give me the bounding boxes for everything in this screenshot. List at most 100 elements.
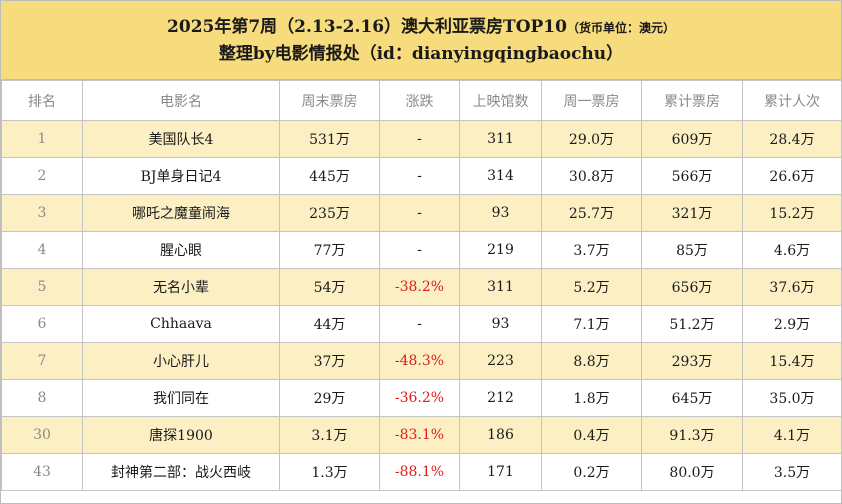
cell-total-gross: 656万 xyxy=(641,268,743,306)
cell-admissions: 2.9万 xyxy=(742,305,842,343)
cell-admissions: 26.6万 xyxy=(742,157,842,195)
cell-rank: 1 xyxy=(1,120,83,158)
cell-film: 封神第二部：战火西岐 xyxy=(82,453,280,491)
cell-rank: 8 xyxy=(1,379,83,417)
header-rank: 排名 xyxy=(1,80,83,121)
cell-monday-gross: 29.0万 xyxy=(541,120,642,158)
cell-admissions: 3.5万 xyxy=(742,453,842,491)
cell-total-gross: 321万 xyxy=(641,194,743,232)
header-screens: 上映馆数 xyxy=(459,80,542,121)
title-line-2: 整理by电影情报处（id：dianyingqingbaochu） xyxy=(218,43,624,64)
table-row: 6 Chhaava 44万 - 93 7.1万 51.2万 2.9万 xyxy=(1,305,842,343)
cell-change: -36.2% xyxy=(379,379,460,417)
cell-admissions: 15.4万 xyxy=(742,342,842,380)
table-row: 1 美国队长4 531万 - 311 29.0万 609万 28.4万 xyxy=(1,120,842,158)
cell-screens: 93 xyxy=(459,305,542,343)
cell-monday-gross: 5.2万 xyxy=(541,268,642,306)
cell-screens: 186 xyxy=(459,416,542,454)
cell-total-gross: 645万 xyxy=(641,379,743,417)
cell-screens: 212 xyxy=(459,379,542,417)
cell-rank: 4 xyxy=(1,231,83,269)
header-change: 涨跌 xyxy=(379,80,460,121)
cell-weekend-gross: 531万 xyxy=(279,120,380,158)
cell-film: 美国队长4 xyxy=(82,120,280,158)
table-row: 3 哪吒之魔童闹海 235万 - 93 25.7万 321万 15.2万 xyxy=(1,194,842,232)
cell-admissions: 4.6万 xyxy=(742,231,842,269)
cell-weekend-gross: 445万 xyxy=(279,157,380,195)
cell-change: - xyxy=(379,231,460,269)
cell-film: 无名小辈 xyxy=(82,268,280,306)
cell-weekend-gross: 37万 xyxy=(279,342,380,380)
header-monday-gross: 周一票房 xyxy=(541,80,642,121)
table-row: 5 无名小辈 54万 -38.2% 311 5.2万 656万 37.6万 xyxy=(1,268,842,306)
cell-monday-gross: 1.8万 xyxy=(541,379,642,417)
cell-admissions: 37.6万 xyxy=(742,268,842,306)
cell-monday-gross: 25.7万 xyxy=(541,194,642,232)
cell-monday-gross: 7.1万 xyxy=(541,305,642,343)
header-film: 电影名 xyxy=(82,80,280,121)
cell-total-gross: 80.0万 xyxy=(641,453,743,491)
cell-film: 腥心眼 xyxy=(82,231,280,269)
table-row: 4 腥心眼 77万 - 219 3.7万 85万 4.6万 xyxy=(1,231,842,269)
cell-monday-gross: 3.7万 xyxy=(541,231,642,269)
header-weekend-gross: 周末票房 xyxy=(279,80,380,121)
cell-weekend-gross: 54万 xyxy=(279,268,380,306)
cell-change: - xyxy=(379,120,460,158)
cell-weekend-gross: 29万 xyxy=(279,379,380,417)
page-title: 2025年第7周（2.13-2.16）澳大利亚票房TOP10 xyxy=(167,16,567,37)
cell-monday-gross: 0.4万 xyxy=(541,416,642,454)
table-row: 8 我们同在 29万 -36.2% 212 1.8万 645万 35.0万 xyxy=(1,379,842,417)
cell-screens: 219 xyxy=(459,231,542,269)
cell-weekend-gross: 235万 xyxy=(279,194,380,232)
cell-screens: 311 xyxy=(459,120,542,158)
cell-admissions: 28.4万 xyxy=(742,120,842,158)
cell-total-gross: 609万 xyxy=(641,120,743,158)
cell-change: -83.1% xyxy=(379,416,460,454)
table-row: 7 小心肝儿 37万 -48.3% 223 8.8万 293万 15.4万 xyxy=(1,342,842,380)
cell-total-gross: 85万 xyxy=(641,231,743,269)
cell-film: 小心肝儿 xyxy=(82,342,280,380)
cell-change: -88.1% xyxy=(379,453,460,491)
cell-rank: 3 xyxy=(1,194,83,232)
currency-unit-note: （货币单位：澳元） xyxy=(566,20,675,35)
cell-monday-gross: 0.2万 xyxy=(541,453,642,491)
cell-admissions: 15.2万 xyxy=(742,194,842,232)
cell-film: 哪吒之魔童闹海 xyxy=(82,194,280,232)
cell-film: 我们同在 xyxy=(82,379,280,417)
cell-screens: 223 xyxy=(459,342,542,380)
table-row: 2 BJ单身日记4 445万 - 314 30.8万 566万 26.6万 xyxy=(1,157,842,195)
title-line-1: 2025年第7周（2.13-2.16）澳大利亚票房TOP10（货币单位：澳元） xyxy=(167,14,675,41)
cell-screens: 311 xyxy=(459,268,542,306)
header-admissions: 累计人次 xyxy=(742,80,842,121)
cell-change: -38.2% xyxy=(379,268,460,306)
cell-rank: 5 xyxy=(1,268,83,306)
table-row: 30 唐探1900 3.1万 -83.1% 186 0.4万 91.3万 4.1… xyxy=(1,416,842,454)
box-office-table: 排名 电影名 周末票房 涨跌 上映馆数 周一票房 累计票房 累计人次 1 美国队… xyxy=(1,80,842,491)
cell-weekend-gross: 1.3万 xyxy=(279,453,380,491)
table-row: 43 封神第二部：战火西岐 1.3万 -88.1% 171 0.2万 80.0万… xyxy=(1,453,842,491)
cell-screens: 171 xyxy=(459,453,542,491)
cell-change: -48.3% xyxy=(379,342,460,380)
cell-rank: 7 xyxy=(1,342,83,380)
cell-total-gross: 91.3万 xyxy=(641,416,743,454)
cell-monday-gross: 30.8万 xyxy=(541,157,642,195)
cell-rank: 6 xyxy=(1,305,83,343)
cell-film: Chhaava xyxy=(82,305,280,343)
cell-rank: 2 xyxy=(1,157,83,195)
cell-total-gross: 293万 xyxy=(641,342,743,380)
cell-total-gross: 566万 xyxy=(641,157,743,195)
cell-total-gross: 51.2万 xyxy=(641,305,743,343)
cell-admissions: 35.0万 xyxy=(742,379,842,417)
cell-weekend-gross: 77万 xyxy=(279,231,380,269)
cell-rank: 30 xyxy=(1,416,83,454)
cell-monday-gross: 8.8万 xyxy=(541,342,642,380)
cell-admissions: 4.1万 xyxy=(742,416,842,454)
header-total-gross: 累计票房 xyxy=(641,80,743,121)
cell-screens: 93 xyxy=(459,194,542,232)
title-banner: 2025年第7周（2.13-2.16）澳大利亚票房TOP10（货币单位：澳元） … xyxy=(1,1,841,80)
cell-rank: 43 xyxy=(1,453,83,491)
cell-change: - xyxy=(379,305,460,343)
cell-film: BJ单身日记4 xyxy=(82,157,280,195)
cell-film: 唐探1900 xyxy=(82,416,280,454)
